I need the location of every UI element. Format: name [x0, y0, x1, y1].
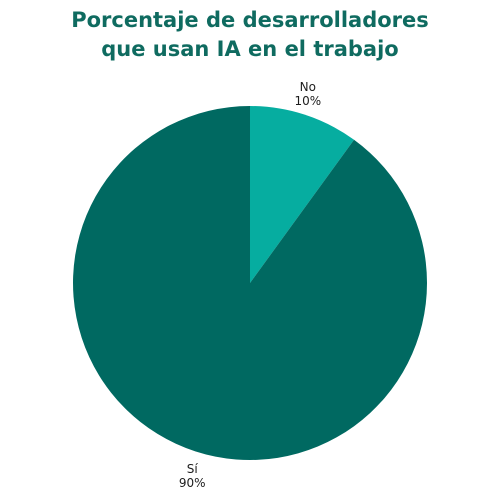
chart-title-line-1: Porcentaje de desarrolladores — [71, 8, 429, 32]
pie-slice-si — [73, 106, 428, 460]
pie-slices — [73, 106, 428, 460]
slice-label-percent: 10% — [294, 94, 321, 108]
slice-label-name: No — [300, 80, 316, 94]
slice-label-name: Sí — [187, 462, 199, 476]
pie-slice-no — [250, 106, 355, 283]
slice-label-percent: 90% — [179, 476, 206, 490]
chart-title-line-2: que usan IA en el trabajo — [101, 37, 399, 61]
chart-title: Porcentaje de desarrolladores que usan I… — [0, 6, 500, 64]
